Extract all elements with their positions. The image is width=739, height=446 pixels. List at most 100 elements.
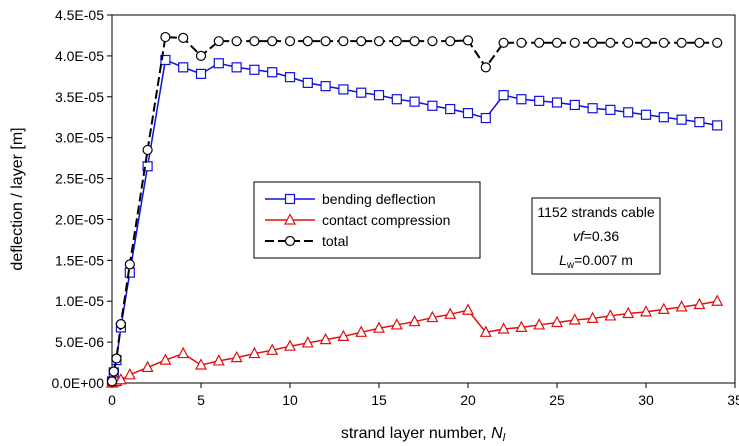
data-point-square <box>356 87 367 98</box>
series-triangle <box>106 294 724 388</box>
data-point-square <box>445 103 456 115</box>
data-point-triangle <box>568 313 581 325</box>
data-point-circle <box>302 36 313 47</box>
data-point-triangle <box>711 294 724 306</box>
data-point-circle <box>178 32 189 43</box>
x-tick-label: 30 <box>638 392 654 408</box>
data-point-circle <box>108 366 119 377</box>
annotation-line-1: 1152 strands cable <box>537 204 654 220</box>
data-point-triangle <box>284 339 296 351</box>
series-square <box>106 54 723 387</box>
data-point-triangle <box>248 346 261 359</box>
x-tick-label: 10 <box>282 392 298 408</box>
data-point-circle <box>427 36 438 47</box>
annotation-line-3: Lw=0.007 m <box>559 252 633 271</box>
data-point-triangle <box>319 332 332 345</box>
legend-marker-triangle <box>284 213 296 225</box>
x-tick-label: 35 <box>727 392 739 408</box>
data-point-square <box>427 100 438 111</box>
data-point-triangle <box>390 318 403 330</box>
data-point-triangle <box>657 302 670 314</box>
data-point-circle <box>712 37 723 48</box>
data-point-triangle <box>177 346 190 359</box>
data-point-square <box>569 99 580 111</box>
data-point-circle <box>249 36 260 47</box>
x-axis-label-var: N <box>491 425 503 442</box>
data-point-square <box>231 62 242 73</box>
x-axis: 0 5 10 15 20 25 30 35 <box>108 383 739 408</box>
data-point-triangle <box>533 318 546 330</box>
data-point-square <box>676 114 687 125</box>
legend-label-circle: total <box>322 233 348 249</box>
data-point-square <box>284 72 296 83</box>
data-point-triangle <box>355 325 368 337</box>
data-point-square <box>302 77 313 88</box>
data-point-square <box>373 90 385 101</box>
data-point-circle <box>516 37 527 48</box>
data-point-circle <box>445 36 456 47</box>
data-point-circle <box>498 37 509 48</box>
data-point-square <box>249 64 260 75</box>
data-point-square <box>462 108 474 119</box>
data-point-circle <box>373 36 385 47</box>
data-point-circle <box>338 36 349 47</box>
x-axis-label: strand layer number, Nl <box>341 425 506 444</box>
y-tick-label: 1.5E-05 <box>55 252 104 268</box>
y-tick-label: 4.5E-05 <box>55 7 104 23</box>
x-tick-label: 5 <box>197 392 205 408</box>
data-point-square <box>480 112 491 124</box>
data-point-triangle <box>640 305 652 317</box>
data-point-circle <box>623 37 634 48</box>
data-point-square <box>391 94 402 105</box>
annotation-box: 1152 strands cable vf=0.36 Lw=0.007 m <box>531 197 661 275</box>
data-point-triangle <box>462 303 474 315</box>
y-axis-label: deflection / layer [m] <box>9 127 26 270</box>
data-point-circle <box>160 31 171 43</box>
legend-label-square: bending deflection <box>322 191 436 207</box>
data-point-circle <box>676 37 687 48</box>
data-point-circle <box>267 36 278 47</box>
x-tick-label: 15 <box>371 392 387 408</box>
data-point-triangle <box>141 360 154 373</box>
data-point-square <box>178 62 189 73</box>
y-tick-label: 0.0E+00 <box>51 375 104 391</box>
x-axis-label-sub: l <box>503 432 506 444</box>
data-point-triangle <box>426 310 439 323</box>
legend: bending deflection contact compression tot… <box>253 181 481 259</box>
data-point-triangle <box>123 368 136 380</box>
data-point-triangle <box>693 297 706 310</box>
y-tick-label: 2.0E-05 <box>55 211 104 227</box>
legend-marker-square <box>284 193 296 205</box>
data-point-square <box>213 58 224 69</box>
data-point-triangle <box>212 354 225 366</box>
data-point-square <box>605 104 616 115</box>
y-tick-label: 3.5E-05 <box>55 89 104 105</box>
data-point-circle <box>480 62 491 73</box>
data-point-triangle <box>604 309 617 321</box>
data-point-triangle <box>444 307 457 319</box>
data-point-circle <box>551 37 563 48</box>
data-point-circle <box>115 319 127 330</box>
data-point-square <box>534 95 545 106</box>
data-point-triangle <box>675 300 688 312</box>
data-point-triangle <box>337 329 350 341</box>
data-point-circle <box>569 37 580 48</box>
data-point-square <box>195 68 207 79</box>
data-point-circle <box>195 50 207 61</box>
data-point-square <box>516 94 527 105</box>
data-point-circle <box>534 37 545 48</box>
data-point-triangle <box>373 321 385 333</box>
data-point-square <box>498 90 509 101</box>
data-point-triangle <box>195 358 207 370</box>
data-point-triangle <box>497 322 510 334</box>
annotation-line-2: vf=0.36 <box>573 228 620 244</box>
data-point-square <box>658 112 669 123</box>
data-point-square <box>409 96 420 107</box>
data-point-triangle <box>551 315 563 328</box>
data-point-circle <box>391 36 402 47</box>
data-point-triangle <box>479 325 492 337</box>
data-point-square <box>320 81 331 92</box>
data-point-triangle <box>114 372 127 385</box>
y-tick-label: 3.0E-05 <box>55 130 104 146</box>
data-point-triangle <box>586 311 599 323</box>
